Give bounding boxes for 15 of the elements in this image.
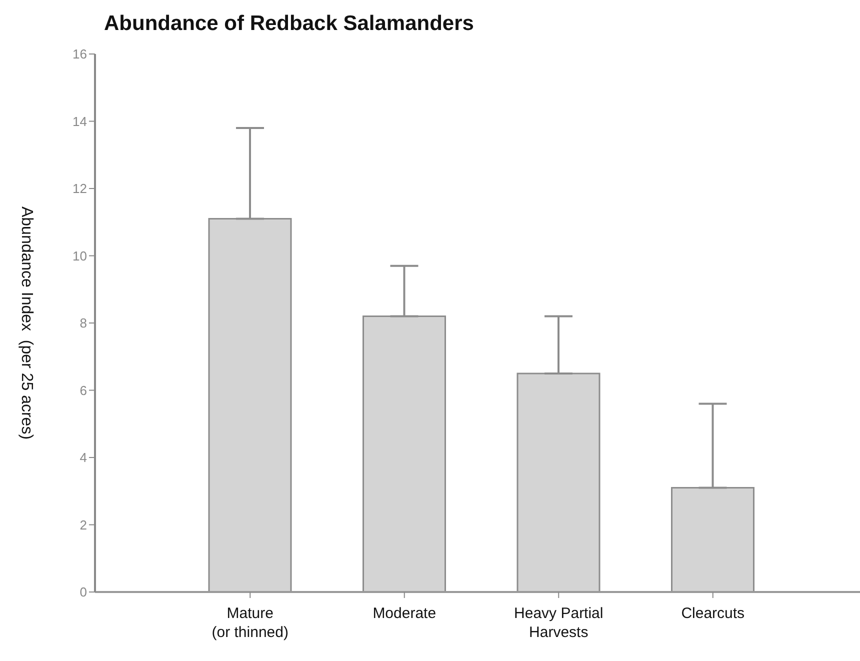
y-tick-label: 14 xyxy=(72,114,87,129)
y-tick-label: 0 xyxy=(80,584,87,600)
x-tick-label: Mature (or thinned) xyxy=(212,605,288,641)
y-tick-label: 12 xyxy=(72,181,87,196)
y-tick-label: 6 xyxy=(80,382,87,398)
y-tick-label: 8 xyxy=(80,316,87,331)
x-tick-label: Clearcuts xyxy=(681,605,745,622)
y-tick-label: 10 xyxy=(72,248,87,264)
chart-title: Abundance of Redback Salamanders xyxy=(104,12,474,36)
y-tick-label: 4 xyxy=(80,450,87,466)
y-tick-label: 2 xyxy=(80,517,87,532)
x-tick-label: Moderate xyxy=(372,605,436,622)
y-axis-title: Abundance Index (per 25 acres) xyxy=(18,206,35,440)
x-tick-label: Heavy Partial Harvests xyxy=(514,605,604,641)
y-tick-label: 16 xyxy=(72,46,87,62)
